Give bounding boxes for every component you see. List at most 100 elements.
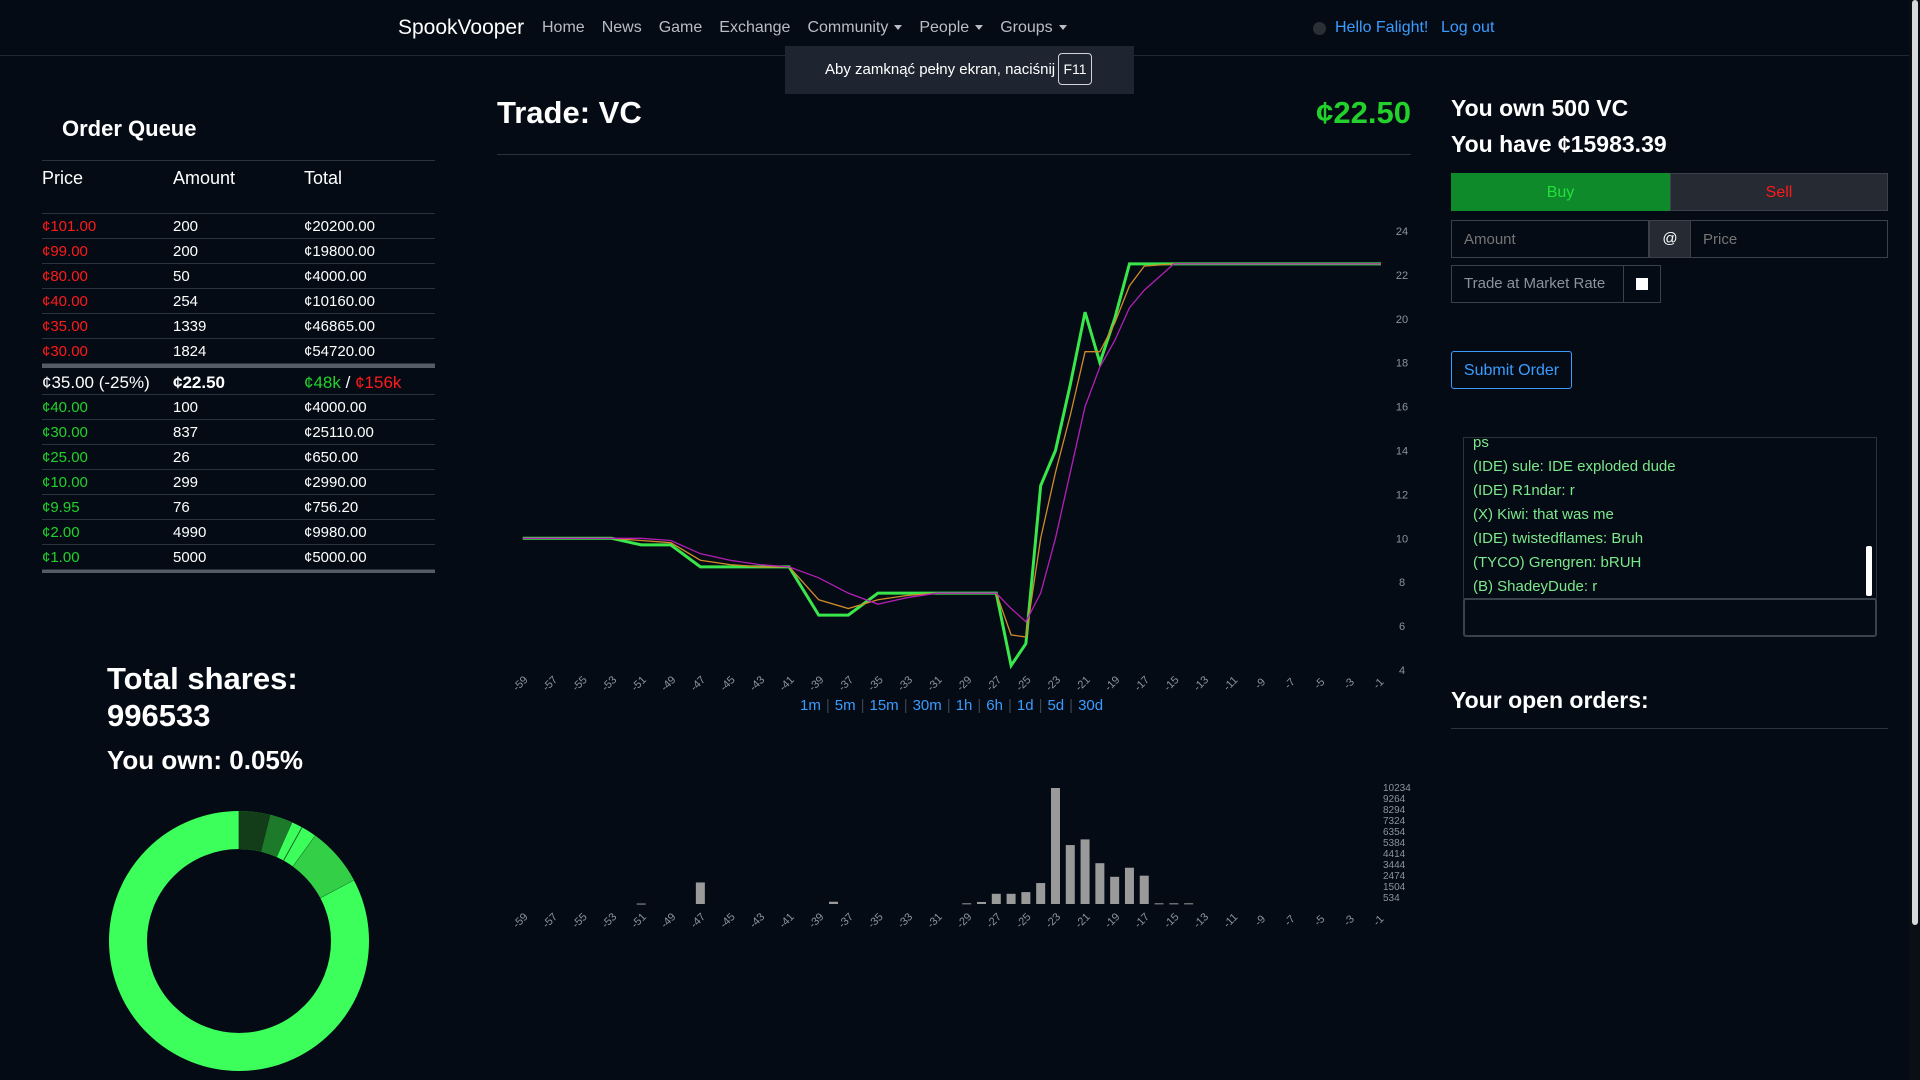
market-rate-checkbox[interactable]	[1623, 265, 1661, 303]
volume-y-tick-label: 534	[1383, 893, 1400, 904]
order-amount: 254	[173, 293, 199, 310]
range-1h[interactable]: 1h	[955, 697, 973, 714]
range-30d[interactable]: 30d	[1078, 697, 1104, 714]
order-amount: 50	[173, 268, 190, 285]
hello-user-link[interactable]: Hello Falight!	[1335, 19, 1429, 36]
spread-volumes: ¢48k / ¢156k	[304, 373, 401, 393]
order-price: ¢80.00	[42, 268, 88, 285]
price-series-line	[522, 263, 1381, 623]
order-row: ¢101.00 200 ¢20200.00	[42, 214, 435, 239]
volume-y-tick-label: 10234	[1383, 783, 1411, 794]
range-15m[interactable]: 15m	[869, 697, 899, 714]
order-amount: 837	[173, 424, 199, 441]
volume-x-tick-label: -31	[925, 911, 945, 931]
x-tick-label: -57	[540, 674, 560, 694]
x-tick-label: -11	[1221, 674, 1240, 693]
volume-x-tick-label: -49	[659, 911, 679, 931]
order-total: ¢10160.00	[304, 293, 375, 310]
x-tick-label: -45	[718, 674, 738, 694]
caret-down-icon	[894, 25, 903, 31]
nav-news[interactable]: News	[601, 19, 642, 36]
nav-home[interactable]: Home	[542, 19, 585, 36]
volume-x-tick-label: -21	[1073, 911, 1093, 931]
volume-bar	[1169, 903, 1179, 905]
order-amount: 5000	[173, 549, 207, 566]
range-6h[interactable]: 6h	[986, 697, 1003, 714]
x-tick-label: -9	[1253, 676, 1268, 691]
chat-input[interactable]	[1463, 598, 1877, 637]
x-tick-label: -43	[748, 674, 768, 694]
order-price: ¢35.00	[42, 318, 88, 335]
order-price: ¢25.00	[42, 449, 88, 466]
order-amount: 26	[173, 449, 190, 466]
x-tick-label: -5	[1312, 676, 1327, 691]
market-rate-label: Trade at Market Rate	[1451, 265, 1624, 303]
amount-input[interactable]	[1451, 220, 1649, 258]
donut-slice-divider	[292, 835, 316, 867]
volume-x-tick-label: -39	[807, 911, 827, 931]
volume-x-tick-label: -51	[629, 911, 649, 931]
order-row: ¢9.95 76 ¢756.20	[42, 495, 435, 520]
logout-link[interactable]: Log out	[1441, 19, 1495, 36]
page-scroll-thumb[interactable]	[1912, 0, 1918, 925]
x-tick-label: -41	[777, 674, 797, 694]
order-total: ¢46865.00	[304, 318, 375, 335]
nav-people-dropdown[interactable]: People	[919, 19, 984, 37]
volume-y-tick-label: 1504	[1383, 882, 1406, 893]
order-price: ¢99.00	[42, 243, 88, 260]
total-shares: Total shares: 996533	[107, 660, 298, 734]
volume-x-tick-label: -47	[688, 911, 708, 931]
x-tick-label: -29	[955, 674, 975, 694]
status-dot-icon	[1313, 22, 1326, 35]
balance: You have ¢15983.39	[1451, 131, 1667, 157]
x-tick-label: -15	[1162, 674, 1182, 694]
volume-x-tick-label: -33	[896, 911, 916, 931]
nav-community-dropdown[interactable]: Community	[807, 19, 903, 37]
header-price: Price	[42, 168, 84, 188]
y-tick-label: 22	[1396, 270, 1408, 282]
range-5d[interactable]: 5d	[1047, 697, 1065, 714]
buy-button[interactable]: Buy	[1451, 173, 1670, 211]
order-amount: 299	[173, 474, 199, 491]
range-separator: |	[860, 697, 865, 714]
chat-message: (IDE) R1ndar: r	[1473, 482, 1575, 499]
order-row: ¢10.00 299 ¢2990.00	[42, 470, 435, 495]
volume-bar	[1154, 903, 1164, 905]
x-tick-label: -49	[659, 674, 679, 694]
range-5m[interactable]: 5m	[834, 697, 856, 714]
range-1m[interactable]: 1m	[800, 697, 821, 714]
header-amount: Amount	[173, 168, 236, 188]
chat-scroll-thumb[interactable]	[1866, 546, 1872, 596]
volume-x-tick-label: -45	[718, 911, 738, 931]
total-shares-value: 996533	[107, 698, 211, 733]
nav-groups-dropdown[interactable]: Groups	[1000, 19, 1067, 37]
range-30m[interactable]: 30m	[912, 697, 942, 714]
range-separator: |	[977, 697, 982, 714]
order-price: ¢2.00	[42, 524, 80, 541]
x-tick-label: -33	[896, 674, 916, 694]
caret-down-icon	[1058, 25, 1067, 31]
brand-link[interactable]: SpookVooper	[398, 16, 525, 39]
page-scrollbar[interactable]	[1909, 0, 1920, 1080]
nav-exchange[interactable]: Exchange	[719, 19, 791, 36]
price-input[interactable]	[1690, 220, 1888, 258]
order-price: ¢101.00	[42, 218, 97, 235]
order-row: ¢25.00 26 ¢650.00	[42, 445, 435, 470]
nav-game[interactable]: Game	[658, 19, 703, 36]
volume-bar	[1080, 839, 1090, 904]
order-total: ¢650.00	[304, 449, 359, 466]
range-separator: |	[1069, 697, 1074, 714]
range-1d[interactable]: 1d	[1016, 697, 1034, 714]
x-tick-label: -19	[1103, 674, 1123, 694]
sell-button[interactable]: Sell	[1670, 173, 1888, 211]
range-separator: |	[946, 697, 951, 714]
y-tick-label: 8	[1399, 577, 1405, 589]
volume-x-tick-label: -1	[1371, 913, 1386, 928]
volume-bar	[695, 882, 705, 904]
submit-order-button[interactable]: Submit Order	[1451, 351, 1572, 389]
order-amount: 76	[173, 499, 190, 516]
donut-slice-holder	[293, 835, 354, 898]
order-row: ¢40.00 254 ¢10160.00	[42, 289, 435, 314]
order-queue-header: Price Amount Total	[42, 160, 435, 214]
volume-bar	[976, 901, 986, 904]
